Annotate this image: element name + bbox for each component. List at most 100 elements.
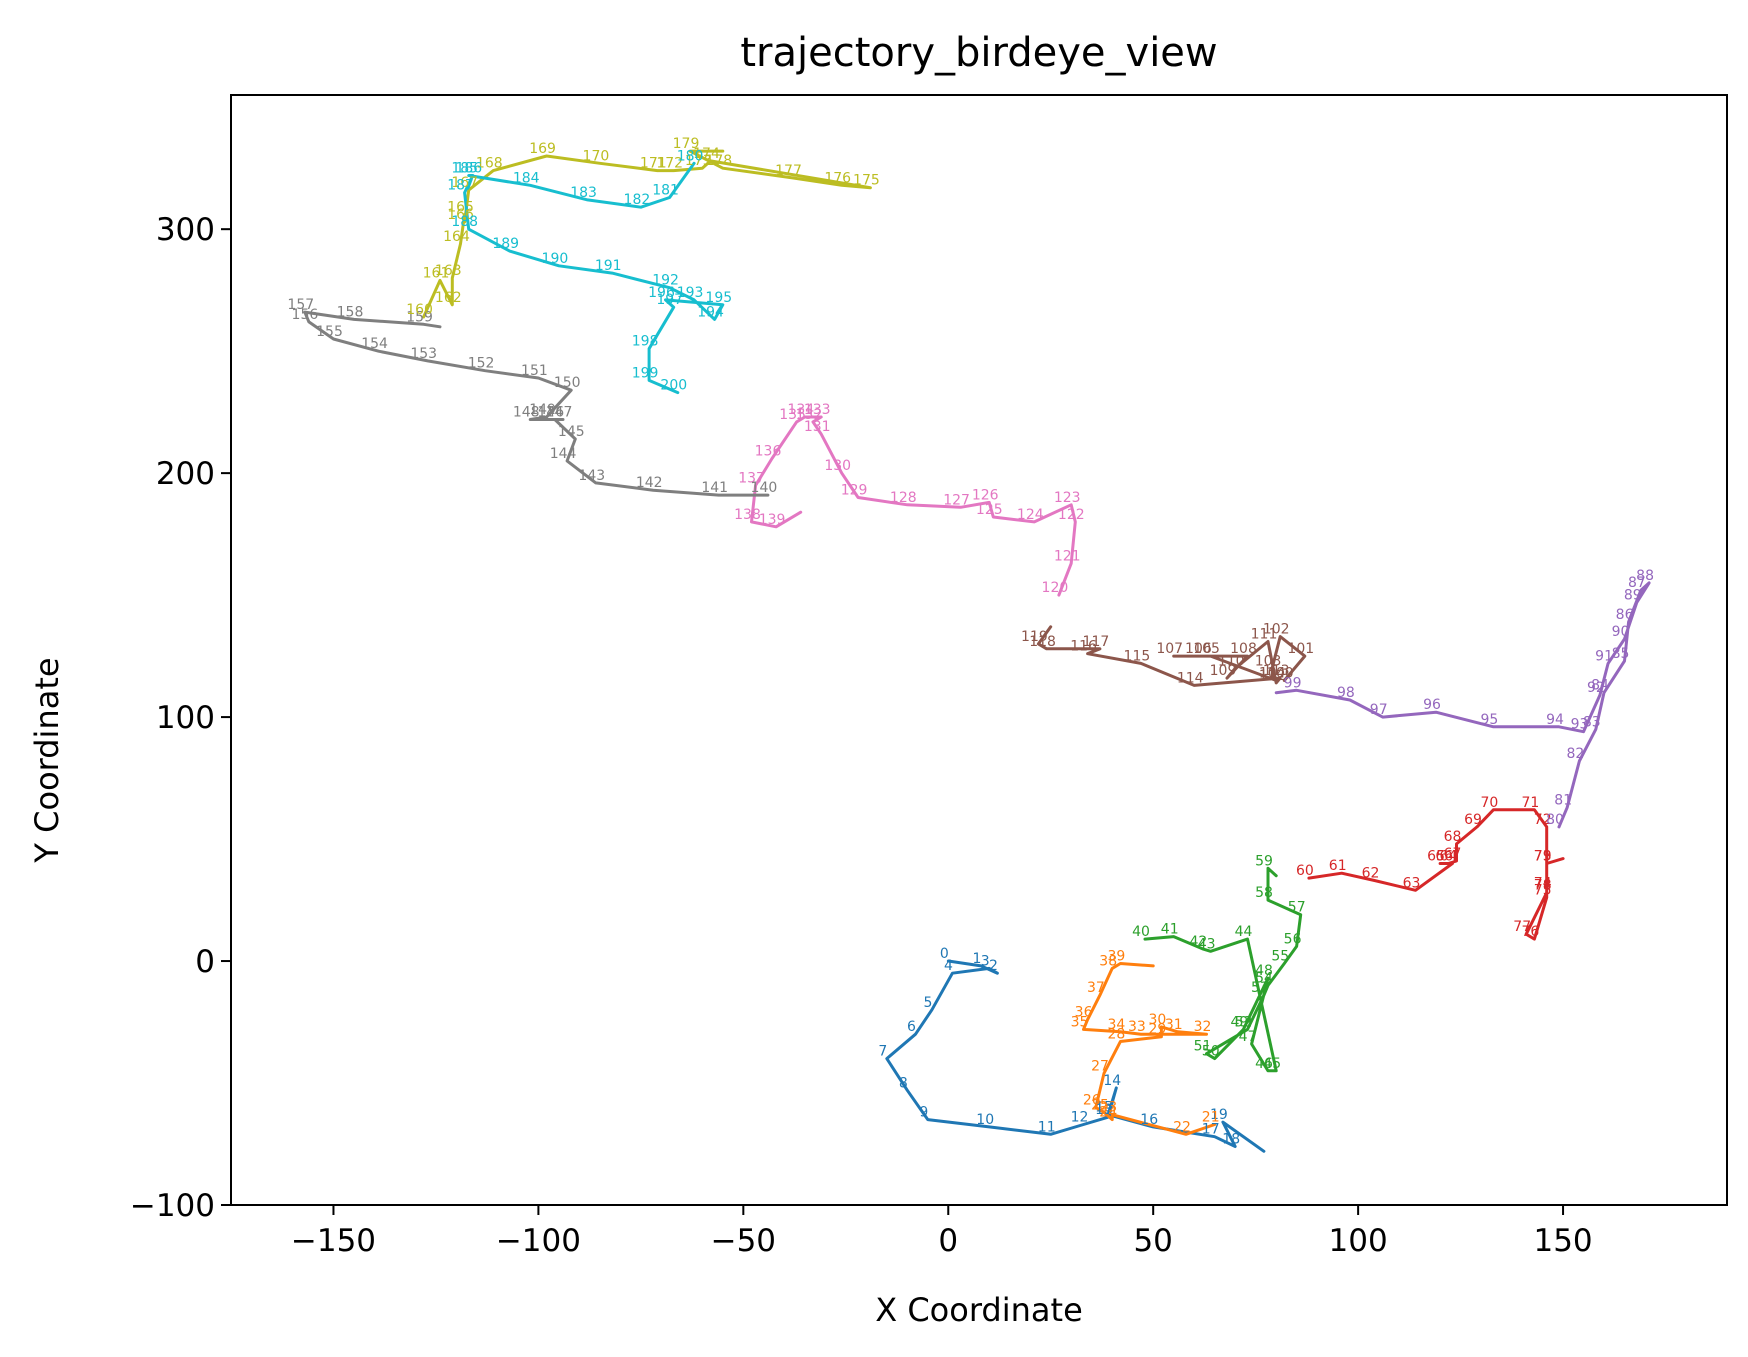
x-tick-label: 100: [1329, 1223, 1388, 1259]
waypoint-label: 43: [1198, 936, 1216, 952]
waypoint-label: 148: [513, 405, 540, 421]
trajectory-series-2: [1143, 866, 1303, 1073]
waypoint-label: 138: [734, 507, 761, 523]
waypoint-label: 163: [435, 263, 462, 279]
plot-frame: [230, 94, 1728, 1206]
waypoint-label: 134: [787, 402, 814, 418]
waypoint-label: 143: [578, 468, 605, 484]
waypoint-label: 71: [1521, 795, 1539, 811]
waypoint-label: 173: [685, 153, 712, 169]
waypoint-label: 150: [554, 375, 581, 391]
waypoint-label: 126: [972, 487, 999, 503]
waypoint-label: 45: [1263, 1056, 1281, 1072]
waypoint-label: 179: [673, 136, 700, 152]
waypoint-label: 75: [1534, 883, 1552, 899]
waypoint-label: 118: [1029, 634, 1056, 650]
waypoint-label: 56: [1284, 931, 1302, 947]
waypoint-label: 110: [1218, 653, 1245, 669]
waypoint-label: 145: [558, 424, 585, 440]
waypoint-label: 39: [1107, 949, 1125, 965]
trajectory-series-1: [1082, 962, 1217, 1136]
waypoint-label: 68: [1444, 829, 1462, 845]
waypoint-label: 70: [1480, 795, 1498, 811]
waypoint-label: 100: [1267, 666, 1294, 682]
x-tick-label: 150: [1533, 1223, 1592, 1259]
y-tick-label: 300: [156, 212, 215, 248]
waypoint-label: 161: [423, 265, 450, 281]
waypoint-label: 185: [451, 161, 478, 177]
waypoint-label: 165: [447, 200, 474, 216]
waypoint-label: 60: [1296, 863, 1314, 879]
waypoint-label: 115: [1124, 648, 1151, 664]
waypoint-label: 103: [1255, 653, 1282, 669]
waypoint-label: 193: [677, 285, 704, 301]
waypoint-label: 113: [1263, 663, 1290, 679]
trajectory-series-4: [1274, 581, 1651, 829]
waypoint-label: 122: [1058, 507, 1085, 523]
waypoint-label: 54: [1255, 970, 1273, 986]
waypoint-label: 52: [1235, 1014, 1253, 1030]
waypoint-label: 64: [1439, 849, 1457, 865]
waypoint-label: 82: [1566, 746, 1584, 762]
y-tick-label: 100: [156, 700, 215, 736]
waypoint-label: 129: [841, 483, 868, 499]
trajectory-series-8: [422, 149, 872, 319]
waypoint-label: 102: [1263, 622, 1290, 638]
waypoint-label: 37: [1087, 980, 1105, 996]
waypoint-label: 186: [455, 161, 482, 177]
waypoint-label: 187: [447, 178, 474, 194]
waypoint-label: 127: [943, 492, 970, 508]
waypoint-label: 47: [1239, 1029, 1257, 1045]
waypoint-label: 97: [1370, 702, 1388, 718]
waypoint-label: 116: [1070, 639, 1097, 655]
waypoint-label: 16: [1140, 1112, 1158, 1128]
waypoint-label: 191: [595, 258, 622, 274]
waypoint-label: 51: [1194, 1039, 1212, 1055]
waypoint-label: 121: [1054, 548, 1081, 564]
waypoint-label: 170: [583, 148, 610, 164]
waypoint-label: 15: [1095, 1100, 1113, 1116]
trajectory-series-6: [750, 415, 1077, 597]
waypoint-label: 169: [529, 141, 556, 157]
waypoint-label: 168: [476, 156, 503, 172]
waypoint-label: 112: [1259, 668, 1286, 684]
waypoint-label: 195: [705, 290, 732, 306]
waypoint-label: 160: [406, 302, 433, 318]
waypoint-label: 136: [755, 444, 782, 460]
trajectory-series-3: [1307, 808, 1565, 941]
series-layer: [303, 149, 1651, 1153]
waypoint-label: 9: [919, 1105, 928, 1121]
waypoint-label: 44: [1235, 924, 1253, 940]
waypoint-label: 172: [656, 156, 683, 172]
waypoint-label: 95: [1480, 712, 1498, 728]
waypoint-label: 3: [981, 953, 990, 969]
waypoint-label: 106: [1185, 641, 1212, 657]
trajectory-series-0: [885, 959, 1266, 1153]
waypoint-label: 87: [1628, 575, 1646, 591]
waypoint-label: 19: [1210, 1107, 1228, 1123]
waypoint-label: 53: [1251, 980, 1269, 996]
waypoint-label: 140: [751, 480, 778, 496]
waypoint-label: 111: [1251, 627, 1278, 643]
waypoint-label: 176: [824, 170, 851, 186]
waypoint-label: 85: [1612, 646, 1630, 662]
waypoint-label: 48: [1255, 963, 1273, 979]
waypoint-label: 198: [632, 334, 659, 350]
waypoint-label: 72: [1534, 812, 1552, 828]
waypoint-label: 96: [1423, 697, 1441, 713]
waypoint-label: 175: [853, 173, 880, 189]
waypoint-label: 133: [804, 402, 831, 418]
waypoint-label: 77: [1513, 919, 1531, 935]
waypoint-label: 17: [1202, 1122, 1220, 1138]
waypoint-label: 137: [738, 470, 765, 486]
trajectory-series-5: [1036, 625, 1307, 687]
waypoint-label: 196: [648, 285, 675, 301]
x-tick-label: −50: [711, 1223, 776, 1259]
waypoint-label: 67: [1444, 846, 1462, 862]
x-tick-label: 50: [1133, 1223, 1172, 1259]
waypoint-label: 73: [1534, 849, 1552, 865]
waypoint-label: 190: [542, 251, 569, 267]
